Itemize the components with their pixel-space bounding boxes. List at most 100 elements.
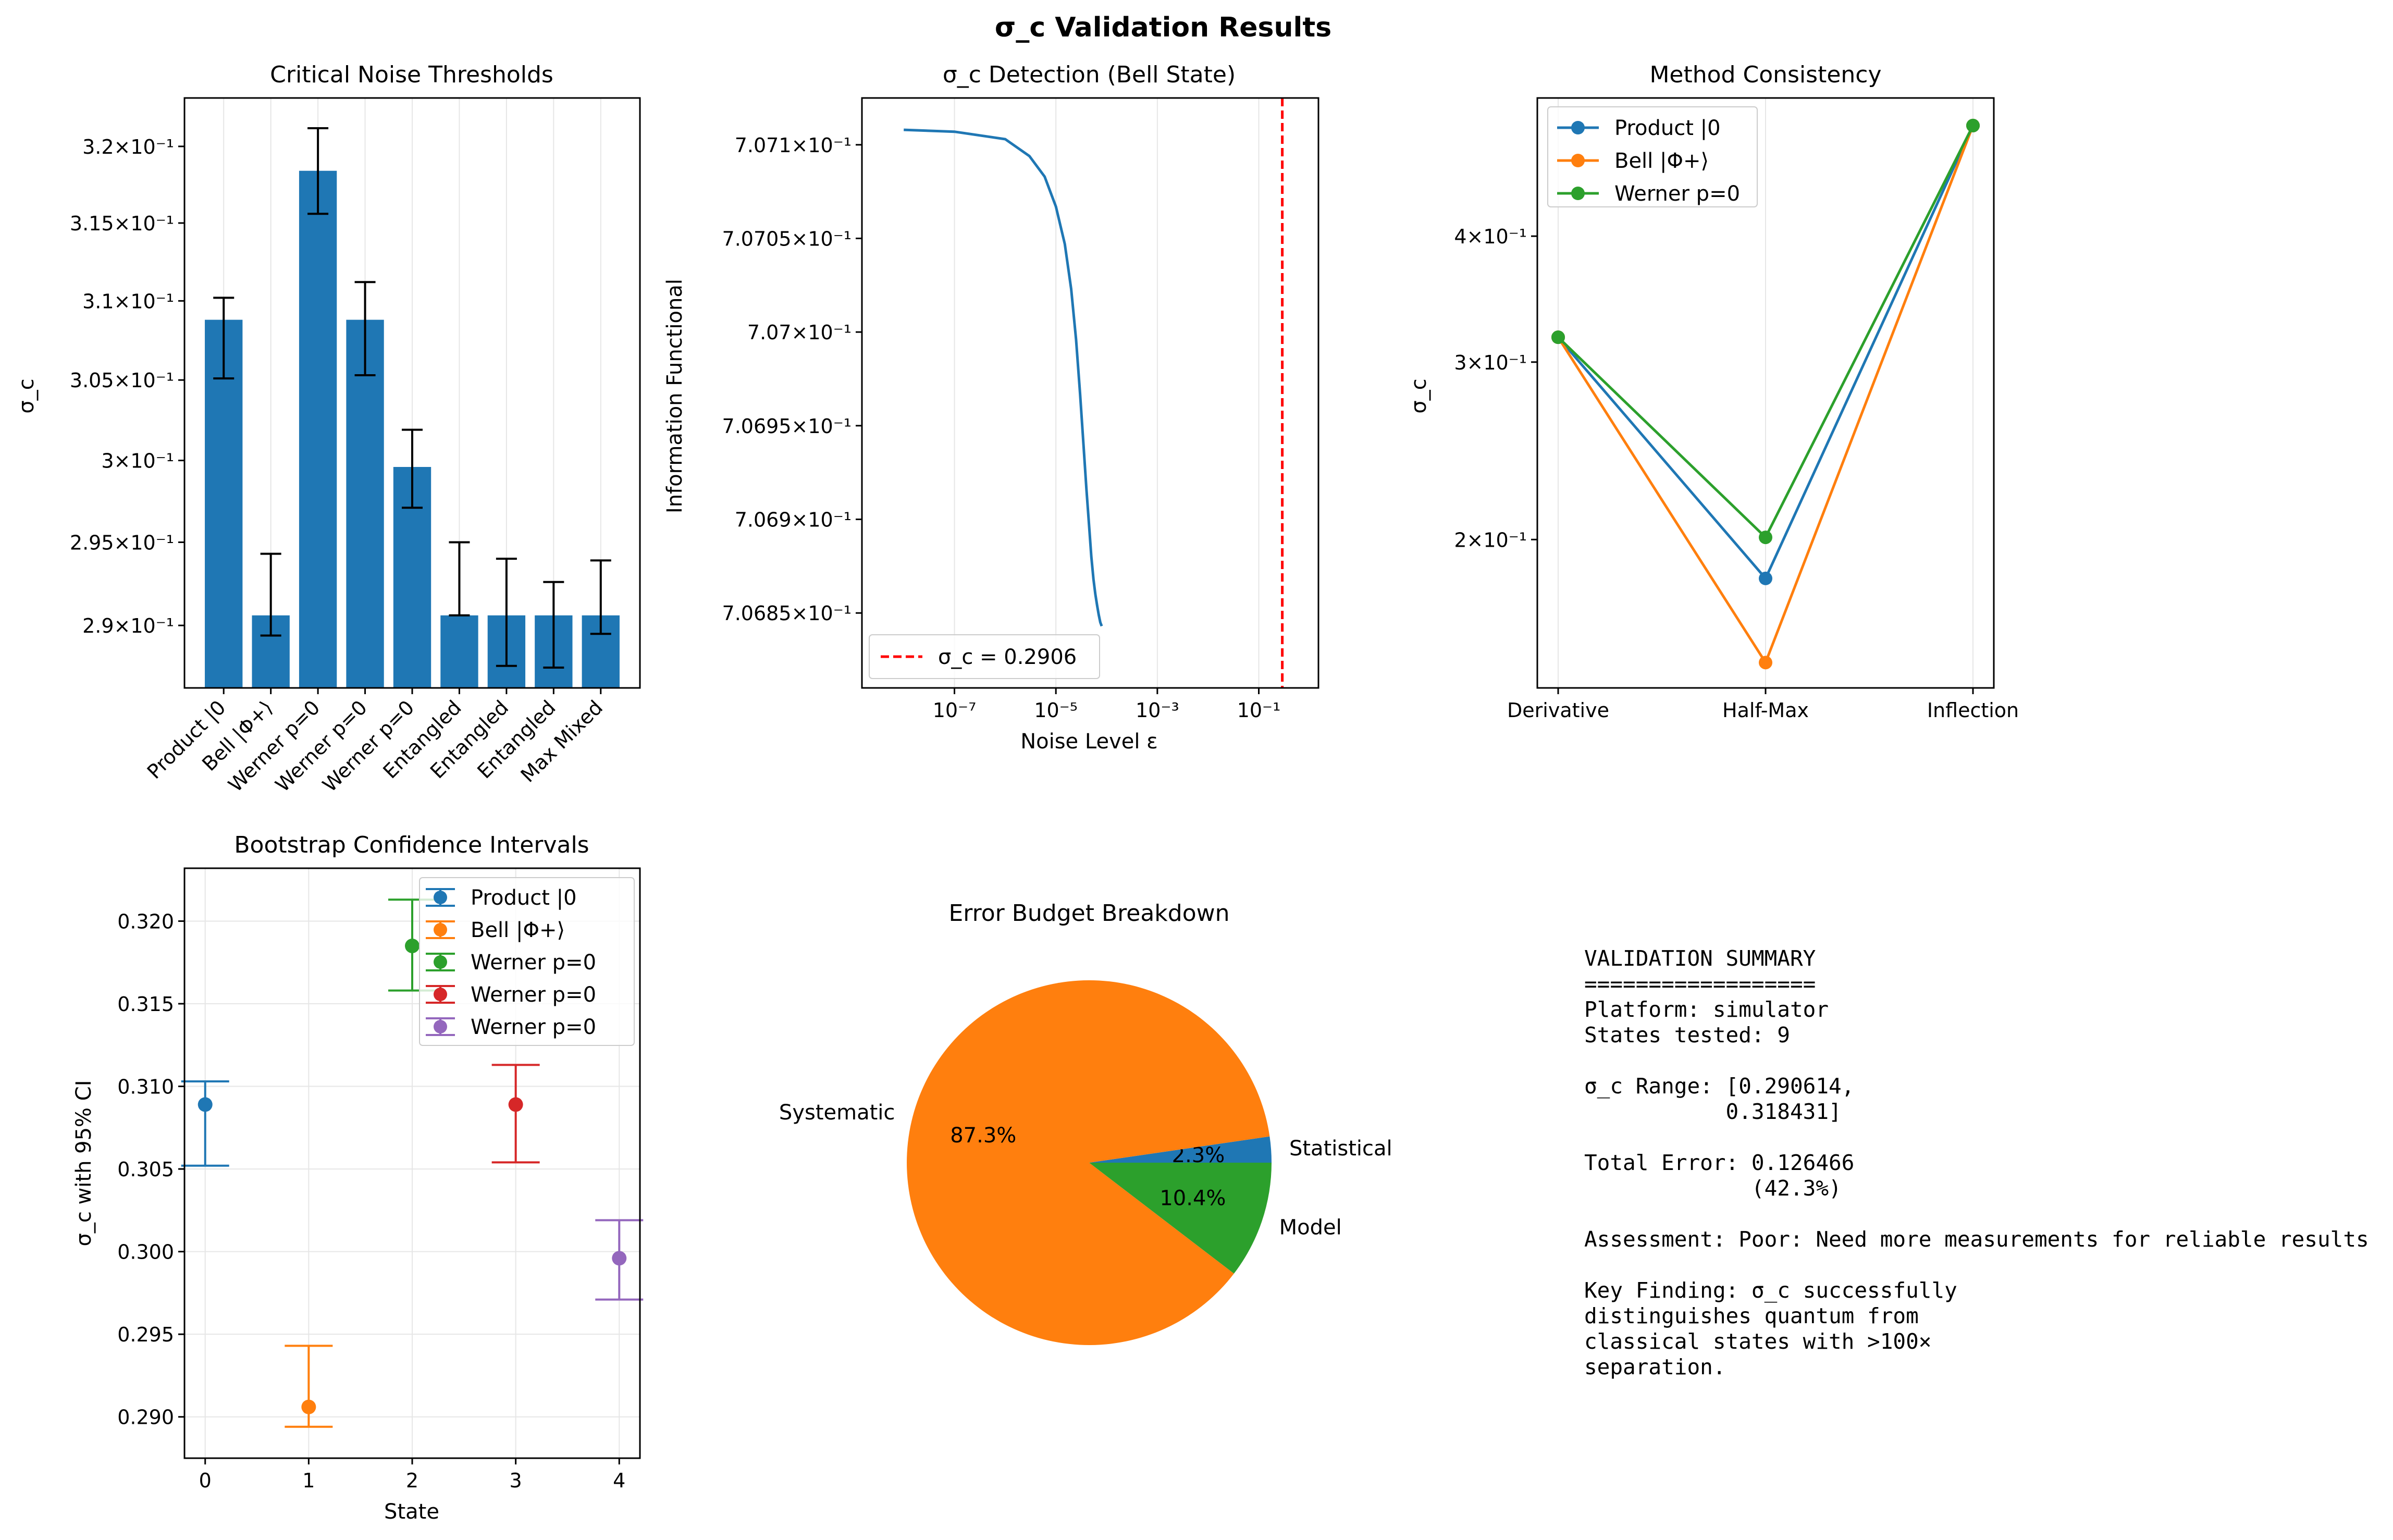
bootstrap-xtick-label: 1 [302, 1469, 315, 1492]
bootstrap-xlabel: State [384, 1500, 439, 1524]
bootstrap-point [612, 1251, 627, 1266]
bootstrap-xtick-label: 4 [613, 1469, 625, 1492]
bootstrap-legend-box [419, 877, 635, 1046]
thresholds-ytick-label: 3.1×10⁻¹ [82, 290, 174, 313]
detection-title: σ_c Detection (Bell State) [943, 61, 1236, 88]
consistency-xtick-label: Inflection [1927, 699, 2019, 722]
thresholds-bar [440, 615, 478, 688]
consistency-legend-marker [1571, 154, 1585, 167]
figure-suptitle: σ_c Validation Results [995, 12, 1331, 43]
bootstrap-xtick-label: 3 [510, 1469, 522, 1492]
detection-xlabel: Noise Level ε [1020, 730, 1158, 754]
detection-chart: σ_c Detection (Bell State) Noise Level ε… [663, 61, 1319, 754]
thresholds-bar [346, 319, 384, 688]
thresholds-title: Critical Noise Thresholds [270, 61, 553, 88]
thresholds-ytick-label: 3.15×10⁻¹ [70, 212, 174, 235]
bootstrap-point [301, 1399, 316, 1414]
bootstrap-legend-marker [434, 955, 447, 969]
detection-ytick-label: 7.069×10⁻¹ [735, 509, 852, 532]
bootstrap-ytick-label: 0.290 [117, 1406, 174, 1429]
consistency-xtick-label: Half-Max [1722, 699, 1809, 722]
validation-summary: VALIDATION SUMMARY ================== Pl… [1584, 946, 2369, 1379]
error-budget-slice-label: Systematic [779, 1101, 895, 1125]
bootstrap-point [405, 939, 420, 954]
detection-ytick-label: 7.07×10⁻¹ [747, 321, 852, 344]
detection-frame [861, 97, 1319, 689]
bootstrap-ytick-label: 0.310 [117, 1076, 174, 1099]
consistency-legend-marker [1571, 121, 1585, 134]
error-budget-value-label: 10.4% [1160, 1186, 1226, 1210]
thresholds-bar [299, 170, 337, 688]
bootstrap-ytick-label: 0.320 [117, 910, 174, 933]
bootstrap-legend-label: Bell |Φ+⟩ [471, 918, 565, 942]
thresholds-frame [183, 97, 641, 689]
error-budget-slice-label: Statistical [1289, 1137, 1392, 1161]
consistency-ytick-label: 2×10⁻¹ [1454, 528, 1527, 551]
consistency-point [1759, 571, 1772, 585]
thresholds-chart: Critical Noise Thresholds σ_c 2.9×10⁻¹ 2.… [15, 61, 641, 796]
consistency-title: Method Consistency [1649, 61, 1881, 88]
bootstrap-xtick-label: 2 [406, 1469, 418, 1492]
thresholds-ytick-label: 3.05×10⁻¹ [70, 369, 174, 392]
detection-xtick-label: 10⁻⁵ [1034, 699, 1078, 722]
bootstrap-legend-label: Werner p=0 [471, 1015, 596, 1039]
consistency-xtick-label: Derivative [1507, 699, 1609, 722]
error-budget-title: Error Budget Breakdown [948, 900, 1229, 927]
consistency-legend-label: Bell |Φ+⟩ [1614, 149, 1709, 173]
bootstrap-xtick-label: 0 [199, 1469, 212, 1492]
bootstrap-legend-marker [434, 1020, 447, 1033]
bootstrap-frame [183, 867, 641, 1459]
detection-series-line [904, 128, 1103, 627]
bootstrap-ylabel: σ_c with 95% CI [72, 1080, 96, 1247]
bootstrap-legend-marker [434, 988, 447, 1001]
error-budget-slice [1089, 1136, 1272, 1163]
consistency-ylabel: σ_c [1407, 378, 1431, 413]
thresholds-ytick-label: 2.95×10⁻¹ [70, 531, 174, 554]
consistency-point [1551, 330, 1565, 344]
detection-ylabel: Information Functional [663, 279, 687, 513]
consistency-ytick-label: 4×10⁻¹ [1454, 225, 1527, 248]
thresholds-ylabel: σ_c [15, 378, 39, 413]
thresholds-bar [205, 319, 243, 688]
bootstrap-legend-label: Werner p=0 [471, 951, 596, 975]
thresholds-ytick-label: 3.2×10⁻¹ [82, 135, 174, 158]
bootstrap-title: Bootstrap Confidence Intervals [234, 832, 589, 858]
error-budget-slice-label: Model [1279, 1216, 1342, 1240]
error-budget-slice [907, 980, 1270, 1345]
consistency-legend-label: Product |0 [1614, 116, 1721, 140]
consistency-point [1759, 656, 1772, 670]
legend-threshold-label: σ_c = 0.2906 [938, 645, 1077, 669]
bootstrap-ytick-label: 0.295 [117, 1323, 174, 1346]
detection-ytick-label: 7.0705×10⁻¹ [722, 227, 852, 250]
consistency-legend-label: Werner p=0 [1614, 182, 1740, 206]
bootstrap-point [198, 1097, 213, 1112]
error-budget-chart: Error Budget Breakdown Statistical2.3%Sy… [779, 900, 1392, 1345]
detection-ytick-label: 7.0685×10⁻¹ [722, 602, 852, 625]
consistency-point [1759, 531, 1772, 545]
bootstrap-point [508, 1097, 523, 1112]
consistency-point [1966, 118, 1980, 132]
bootstrap-legend: Product |0 Bell |Φ+⟩ Werner p=0 Werner p=0 W… [419, 877, 635, 1046]
detection-xtick-label: 10⁻³ [1136, 699, 1179, 722]
bootstrap-chart: Bootstrap Confidence Intervals State σ_c… [72, 832, 644, 1524]
consistency-legend-marker [1571, 187, 1585, 200]
bootstrap-legend-marker [434, 891, 447, 904]
thresholds-ytick-label: 2.9×10⁻¹ [82, 614, 174, 637]
detection-legend: σ_c = 0.2906 [869, 634, 1100, 679]
error-budget-value-label: 87.3% [950, 1124, 1016, 1148]
bootstrap-legend-label: Product |0 [471, 886, 577, 910]
bootstrap-legend-label: Werner p=0 [471, 983, 596, 1007]
consistency-chart: Method Consistency σ_c 2×10⁻¹ 3×10⁻¹ 4×10⁻… [1407, 61, 2019, 722]
thresholds-ytick-label: 3×10⁻¹ [101, 450, 174, 473]
consistency-legend-box [1547, 106, 1758, 207]
bootstrap-ytick-label: 0.300 [117, 1241, 174, 1264]
consistency-ytick-label: 3×10⁻¹ [1454, 351, 1527, 374]
detection-ytick-label: 7.0695×10⁻¹ [722, 415, 852, 438]
bootstrap-ytick-label: 0.305 [117, 1158, 174, 1181]
bootstrap-legend-marker [434, 923, 447, 937]
bootstrap-ytick-label: 0.315 [117, 993, 174, 1016]
consistency-legend: Product |0 Bell |Φ+⟩ Werner p=0 [1547, 106, 1758, 207]
detection-xtick-label: 10⁻¹ [1237, 699, 1281, 722]
error-budget-slice [1089, 1163, 1272, 1274]
